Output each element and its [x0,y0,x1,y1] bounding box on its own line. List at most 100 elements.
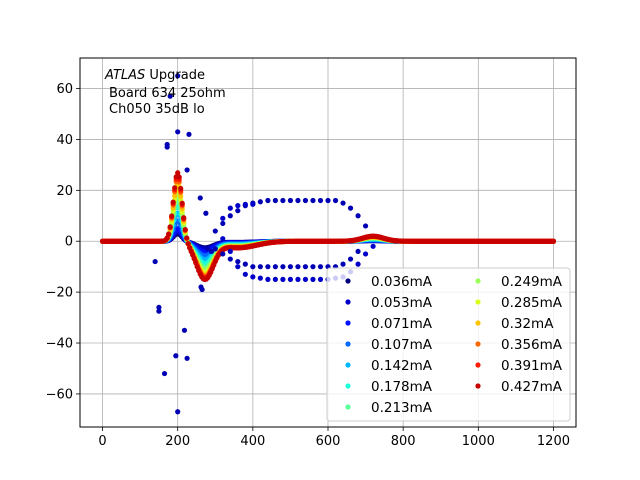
data-point [193,260,199,266]
legend-marker [475,383,481,389]
legend-marker [475,362,481,368]
data-point [208,248,215,255]
data-point [167,93,173,99]
data-point [172,185,178,191]
legend-marker [345,278,351,284]
data-point [242,271,248,277]
data-point [355,261,361,267]
data-point [185,241,191,247]
legend-label: 0.427mA [501,379,563,395]
legend-label: 0.249mA [501,274,563,290]
legend-marker [345,341,351,347]
x-tick-label: 1000 [462,434,495,449]
legend-label: 0.036mA [371,274,433,290]
data-point [317,276,324,282]
annotation-line-3: Ch050 35dB lo [109,102,205,117]
data-point [220,215,226,221]
data-point [164,235,170,241]
legend-marker [345,320,351,326]
data-point [220,220,226,227]
data-point [191,256,197,262]
data-point [317,197,324,204]
data-point [362,251,369,257]
axis-ticks: 0 200 400 600 800 1000 1200 −60 −40 −20 0 20 40 60 [46,82,570,449]
y-tick-label: −20 [46,286,73,301]
data-point [550,238,557,244]
data-point [156,304,162,310]
data-point [310,264,316,270]
data-point [295,197,301,204]
data-point [242,261,248,267]
y-tick-label: 0 [65,235,73,250]
data-point [235,264,241,270]
legend-label: 0.213mA [371,400,433,416]
data-point [287,264,294,270]
legend-box [326,267,571,422]
data-point [295,276,301,282]
annotation-rest: Upgrade [145,68,205,83]
data-point [184,355,190,361]
data-point [257,264,263,270]
legend-label: 0.391mA [501,358,563,374]
data-point [235,203,241,209]
x-tick-label: 600 [316,434,341,449]
data-point [175,129,181,135]
data-point [295,264,301,270]
annotation-line-1: ATLAS Upgrade [104,68,205,83]
data-point [220,236,226,242]
data-point [212,228,218,234]
legend-marker [475,320,481,326]
data-point [220,251,226,257]
data-point [310,197,316,204]
data-point [347,256,354,262]
x-tick-label: 1200 [537,434,570,449]
data-point [302,197,309,204]
data-point [167,224,173,230]
annotation: ATLAS Upgrade Board 634 25ohm Ch050 35dB… [104,68,226,117]
data-point [370,243,376,249]
y-tick-label: 60 [56,82,73,97]
data-point [272,264,278,270]
legend: 0.036mA 0.053mA 0.071mA 0.107mA 0.142mA 0.178… [326,267,571,422]
x-tick-label: 200 [165,434,190,449]
annotation-italic: ATLAS [104,68,145,83]
data-point [347,205,354,211]
data-point [172,193,178,199]
data-point [272,276,278,282]
data-point [161,370,168,377]
series-0.427mA [99,170,557,283]
legend-marker [345,362,351,368]
data-point [257,199,263,205]
data-point [250,274,256,280]
plateau_bottom [212,246,361,270]
data-point [355,248,361,255]
data-point [178,193,184,199]
data-point [175,73,181,79]
data-point [178,185,184,192]
data-point [287,276,294,282]
legend-label: 0.178mA [371,379,433,395]
data-point [265,276,271,282]
data-point [227,248,233,255]
legend-marker [345,383,351,389]
data-point [325,197,331,204]
data-point [197,195,203,201]
data-point [235,208,241,214]
data-point [181,215,187,221]
data-point [173,353,179,359]
legend-marker [475,341,481,347]
data-point [227,213,233,219]
data-point [250,264,256,270]
data-point [362,223,369,229]
legend-label: 0.071mA [371,316,433,332]
legend-label: 0.32mA [501,316,554,332]
data-point [242,201,248,207]
x-tick-label: 400 [240,434,265,449]
data-point [182,226,188,233]
legend-marker [345,299,351,305]
y-tick-label: 40 [56,133,73,148]
data-point [287,197,294,204]
data-point [176,174,182,180]
legend-label: 0.053mA [371,295,433,311]
